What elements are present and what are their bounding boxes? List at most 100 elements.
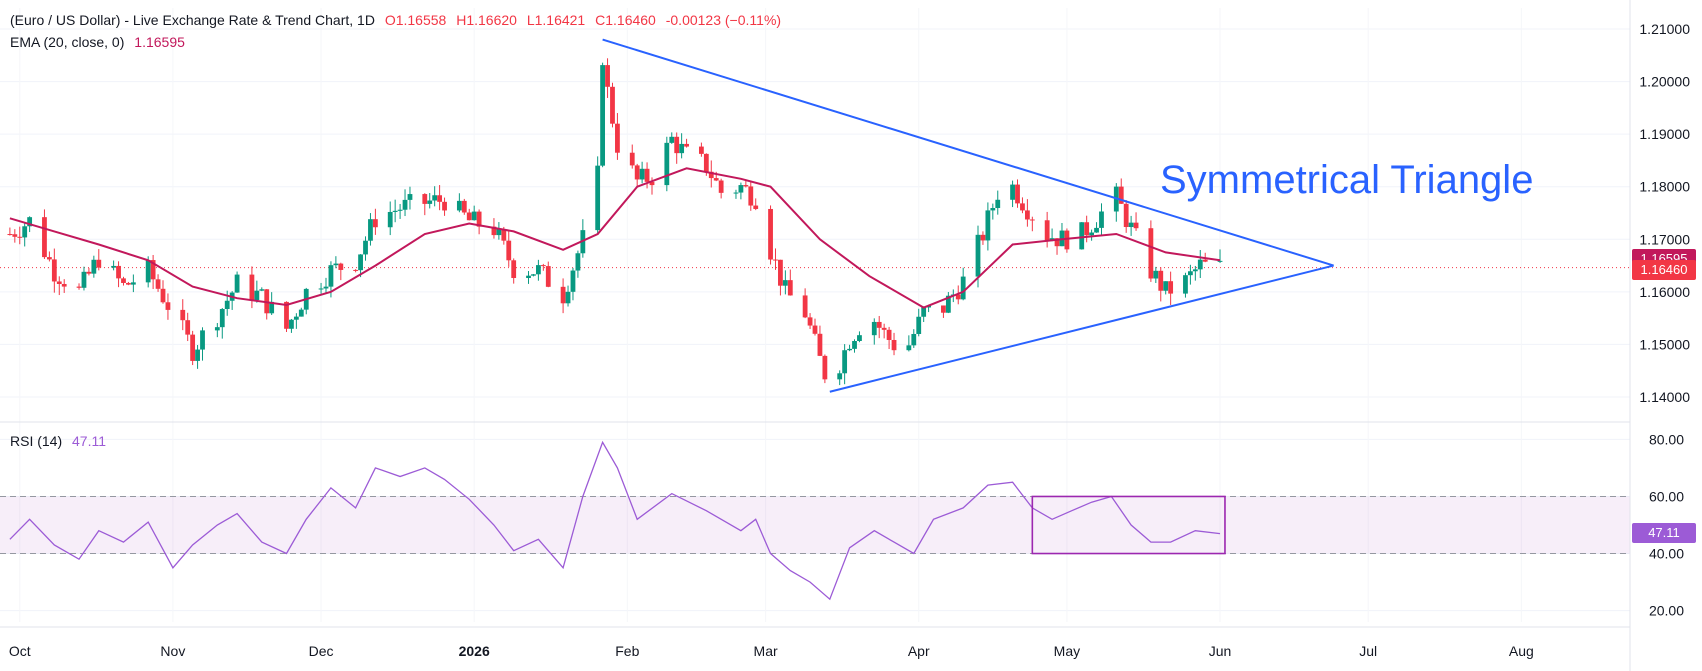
- ohlc-close: C1.16460: [595, 12, 656, 28]
- rsi-tick-label: 80.00: [1649, 431, 1684, 447]
- candle-body: [27, 217, 33, 227]
- candle-body: [644, 168, 650, 182]
- candle-body: [259, 289, 265, 291]
- candle-body: [639, 168, 645, 180]
- candle-body: [847, 348, 852, 351]
- candle-body: [941, 305, 946, 313]
- candle-body: [1148, 228, 1154, 279]
- candle-body: [980, 234, 986, 241]
- candle-body: [195, 349, 200, 361]
- candle-body: [985, 210, 991, 241]
- candle-body: [703, 153, 709, 172]
- candle-body: [501, 228, 507, 241]
- candle-body: [456, 200, 462, 211]
- rsi-label[interactable]: RSI (14): [10, 433, 63, 449]
- candle-body: [911, 333, 917, 346]
- candle-body: [560, 286, 566, 304]
- candle-body: [1084, 222, 1090, 236]
- candle-body: [76, 286, 82, 288]
- candle-body: [116, 265, 121, 279]
- candle-body: [323, 286, 329, 289]
- candle-body: [318, 288, 324, 290]
- candle-body: [990, 208, 996, 211]
- candle-body: [1010, 184, 1015, 200]
- time-tick-label: Mar: [754, 643, 778, 659]
- candle-body: [684, 143, 689, 147]
- candle-body: [674, 136, 680, 154]
- time-tick-label: Dec: [309, 643, 334, 659]
- time-tick-label: Apr: [908, 643, 930, 659]
- candle-body: [753, 205, 759, 209]
- candle-body: [733, 192, 739, 194]
- candle-body: [1079, 222, 1085, 250]
- candle-body: [842, 350, 848, 374]
- candle-body: [511, 260, 517, 279]
- candle-body: [837, 373, 843, 380]
- trend-lines[interactable]: [602, 38, 1334, 393]
- candle-body: [61, 283, 67, 287]
- candle-body: [91, 259, 97, 274]
- candle-body: [56, 281, 62, 284]
- candle-body: [817, 333, 823, 356]
- pattern-annotation[interactable]: Symmetrical Triangle: [1160, 158, 1534, 202]
- candle-body: [1158, 270, 1164, 291]
- candle-body: [491, 226, 497, 236]
- candle-body: [466, 212, 472, 221]
- candle-body: [387, 211, 393, 228]
- ema-value: 1.16595: [134, 34, 185, 50]
- candle-body: [46, 257, 52, 260]
- candle-body: [111, 265, 117, 268]
- candle-body: [876, 321, 882, 328]
- candle-body: [160, 288, 166, 303]
- ohlc-high: H1.16620: [456, 12, 517, 28]
- candle-body: [629, 152, 635, 166]
- candle-body: [1044, 220, 1050, 241]
- time-tick-label: Jun: [1209, 643, 1232, 659]
- candle-body: [708, 171, 714, 179]
- candle-body: [768, 208, 773, 260]
- candle-body: [531, 274, 536, 276]
- candle-body: [254, 290, 260, 301]
- candle-body: [807, 317, 813, 326]
- price-tick-label: 1.14000: [1639, 389, 1690, 405]
- price-tick-label: 1.19000: [1639, 126, 1690, 142]
- price-grid: [0, 28, 1630, 398]
- candle-body: [634, 165, 640, 180]
- candle-body: [871, 321, 877, 336]
- rsi-range-box[interactable]: [1031, 495, 1226, 555]
- candle-body: [886, 329, 892, 340]
- time-axis[interactable]: Oct Nov Dec 2026 Feb Mar Apr May Jun Jul Aug: [9, 643, 1534, 659]
- candle-body: [773, 259, 778, 261]
- candle-body: [284, 301, 289, 329]
- candle-body: [471, 211, 477, 221]
- ohlc-open: O1.16558: [384, 12, 447, 28]
- ema-label[interactable]: EMA (20, close, 0): [10, 34, 125, 50]
- candle-body: [822, 355, 828, 380]
- candle-body: [190, 334, 196, 361]
- time-tick-label: Nov: [160, 643, 185, 659]
- candle-body: [615, 123, 620, 153]
- candle-body: [1163, 281, 1169, 291]
- candle-body: [269, 301, 275, 314]
- ohlc-change: -0.00123 (−0.11%): [665, 12, 782, 28]
- candle-body: [545, 266, 551, 287]
- price-axis[interactable]: 1.21000 1.20000 1.19000 1.18000 1.17000 1.160…: [1639, 21, 1690, 405]
- symbol-title[interactable]: (Euro / US Dollar) - Live Exchange Rate …: [10, 12, 375, 28]
- candle-body: [600, 65, 606, 166]
- candle-body: [1054, 238, 1060, 247]
- rsi-tick-label: 40.00: [1649, 546, 1684, 562]
- candle-body: [852, 341, 857, 349]
- candle-body: [610, 86, 615, 124]
- candle-body: [432, 195, 438, 201]
- price-tick-label: 1.15000: [1639, 336, 1690, 352]
- price-tick-label: 1.21000: [1639, 21, 1690, 37]
- candle-body: [995, 199, 1001, 209]
- candle-body: [234, 274, 240, 293]
- rsi-axis[interactable]: 80.00 60.00 40.00 20.00: [1649, 431, 1684, 618]
- candle-body: [165, 302, 171, 310]
- triangle-trendline: [602, 38, 1334, 267]
- candle-body: [535, 265, 541, 275]
- candle-body: [1029, 219, 1035, 221]
- candle-body: [22, 226, 28, 238]
